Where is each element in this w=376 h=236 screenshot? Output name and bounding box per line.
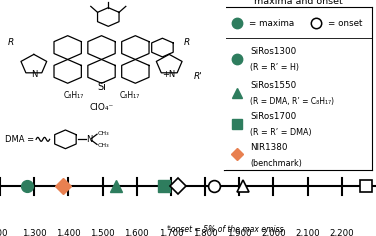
Text: SiRos1700: SiRos1700	[250, 112, 297, 121]
Text: Si: Si	[97, 82, 106, 92]
Text: R: R	[8, 38, 14, 47]
Text: (benchmark): (benchmark)	[250, 159, 302, 168]
Text: N: N	[86, 135, 92, 144]
Text: = maxima: = maxima	[249, 19, 294, 28]
Text: (R = DMA, R’ = C₈H₁₇): (R = DMA, R’ = C₈H₁₇)	[250, 97, 335, 106]
Text: DMA =: DMA =	[5, 135, 33, 144]
Text: SWIR emission
maxima and onset: SWIR emission maxima and onset	[253, 0, 343, 6]
Text: *onset = 5% of the max emiss: *onset = 5% of the max emiss	[167, 225, 284, 234]
Text: R: R	[184, 38, 190, 47]
Text: NIR1380: NIR1380	[250, 143, 288, 152]
Text: = onset: = onset	[327, 19, 362, 28]
Text: (R = R’ = H): (R = R’ = H)	[250, 63, 299, 72]
Text: C₈H₁₇: C₈H₁₇	[120, 91, 140, 100]
Text: R': R'	[194, 72, 203, 81]
Text: CH₃: CH₃	[97, 143, 109, 148]
Text: SiRos1300: SiRos1300	[250, 46, 297, 55]
Text: SiRos1550: SiRos1550	[250, 81, 297, 90]
Text: C₈H₁₇: C₈H₁₇	[63, 91, 83, 100]
Text: ClO₄⁻: ClO₄⁻	[89, 103, 114, 112]
Text: CH₃: CH₃	[97, 131, 109, 136]
Text: +N: +N	[162, 70, 176, 79]
Text: (R = R’ = DMA): (R = R’ = DMA)	[250, 128, 312, 137]
Text: N: N	[31, 70, 37, 79]
